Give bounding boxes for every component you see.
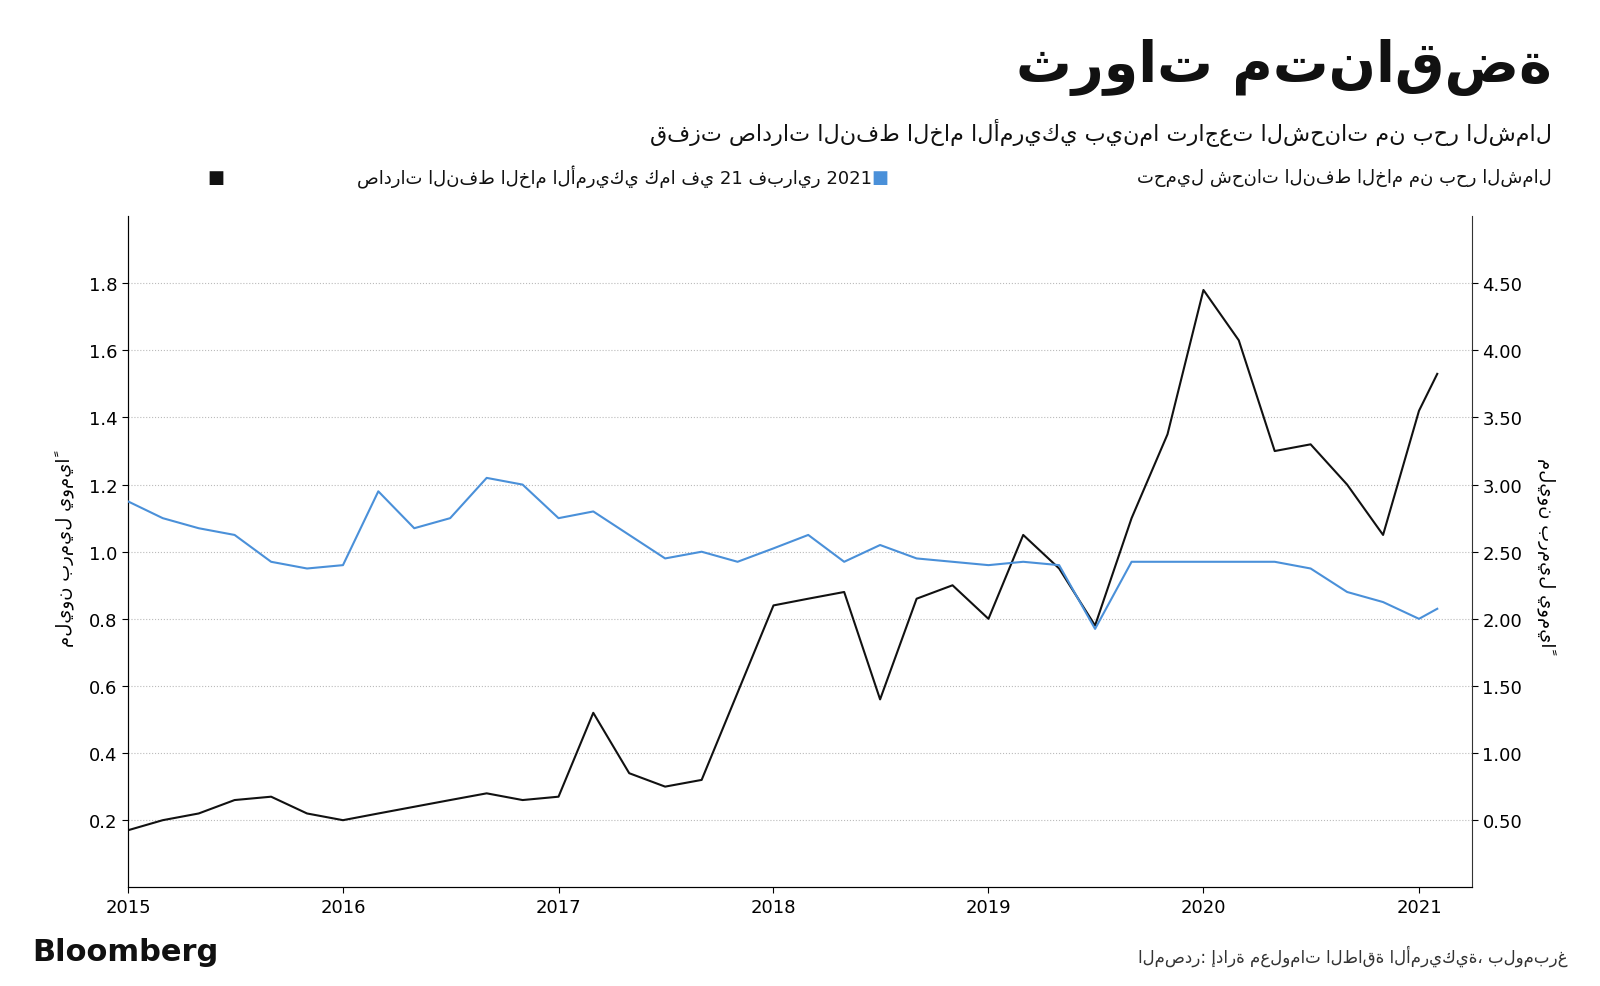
Text: ■: ■ [870,169,888,186]
Y-axis label: مليون برميل يومياً: مليون برميل يومياً [56,458,75,647]
Text: المصدر: إدارة معلومات الطاقة الأمريكية، بلومبرغ: المصدر: إدارة معلومات الطاقة الأمريكية، … [1138,945,1568,966]
Text: Bloomberg: Bloomberg [32,938,218,966]
Text: صادرات النفط الخام الأمريكي كما في 21 فبراير 2021: صادرات النفط الخام الأمريكي كما في 21 فب… [357,166,872,189]
Text: تحميل شحنات النفط الخام من بحر الشمال: تحميل شحنات النفط الخام من بحر الشمال [1138,169,1552,186]
Text: ثروات متناقضة: ثروات متناقضة [1016,39,1552,97]
Text: قفزت صادرات النفط الخام الأمريكي بينما تراجعت الشحنات من بحر الشمال: قفزت صادرات النفط الخام الأمريكي بينما ت… [650,118,1552,146]
Text: ■: ■ [206,169,224,186]
Y-axis label: مليون برميل يومياً: مليون برميل يومياً [1536,458,1555,647]
